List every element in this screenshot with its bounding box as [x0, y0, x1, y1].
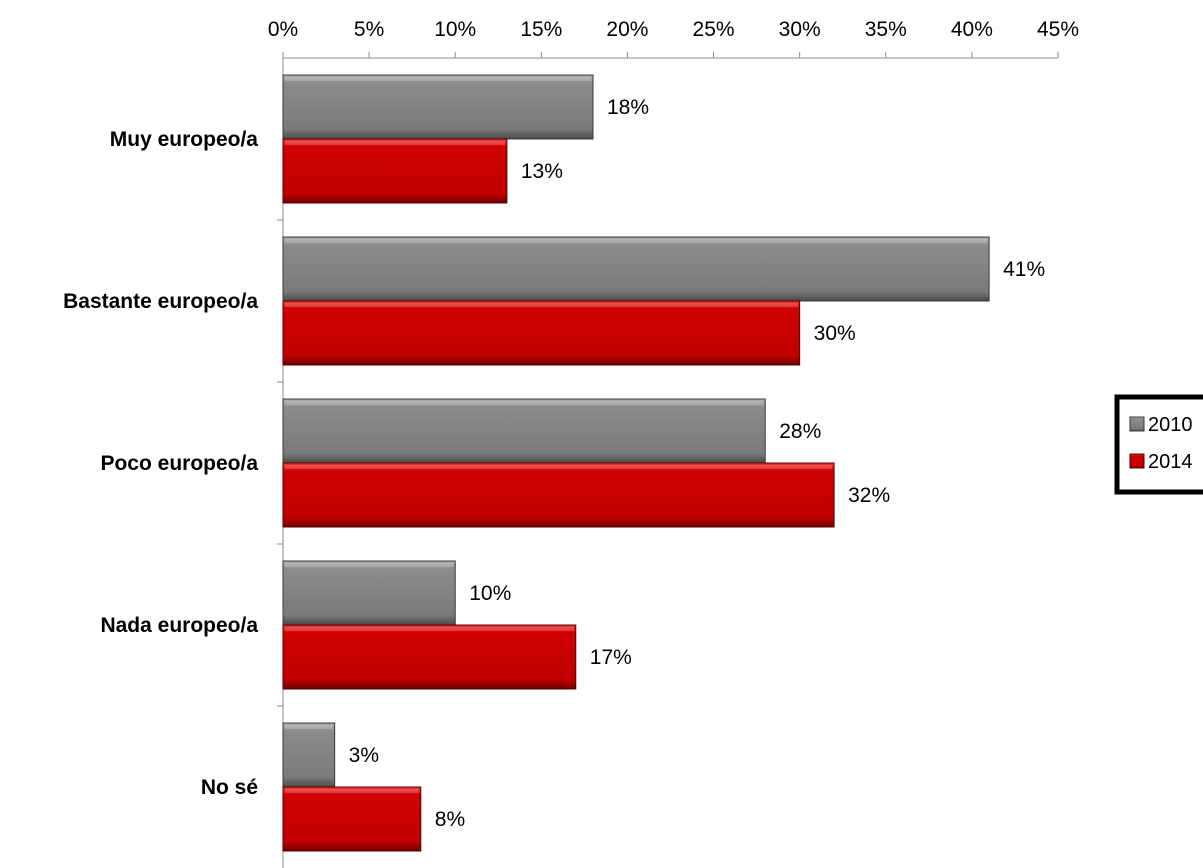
bar-2010 — [282, 398, 766, 464]
category-label: Muy europeo/a — [110, 128, 259, 151]
legend-swatch — [1129, 416, 1145, 432]
data-label: 30% — [814, 322, 856, 345]
legend-box — [1114, 394, 1203, 495]
x-tick-label: 5% — [354, 18, 384, 41]
data-label: 18% — [607, 96, 649, 119]
data-label: 10% — [469, 582, 511, 605]
data-label: 13% — [521, 160, 563, 183]
bar-2014 — [282, 138, 508, 204]
bar-bevel — [285, 303, 798, 307]
x-tick-label: 10% — [434, 18, 476, 41]
bars — [282, 74, 990, 852]
category-label: Bastante europeo/a — [63, 290, 258, 313]
bar-bevel — [285, 465, 833, 469]
bar-2010 — [282, 722, 336, 788]
x-tick-label: 40% — [951, 18, 993, 41]
data-label: 28% — [779, 420, 821, 443]
x-tick-label: 25% — [693, 18, 735, 41]
axes: 0% 5% 10% 15% 20% 25% 30% 35% 40% 45% Muy europeo/… — [63, 18, 1079, 868]
bar-2010 — [282, 74, 594, 140]
data-label: 32% — [848, 484, 890, 507]
bar-2014 — [282, 300, 801, 366]
data-label: 8% — [435, 808, 465, 831]
data-label: 17% — [590, 646, 632, 669]
x-tick-label: 35% — [865, 18, 907, 41]
category-label: No sé — [201, 776, 258, 799]
legend-label: 2014 — [1148, 451, 1193, 473]
x-tick-label: 20% — [606, 18, 648, 41]
bar-2014 — [282, 786, 422, 852]
legend-swatch — [1129, 453, 1145, 469]
bar-bevel — [285, 725, 333, 729]
bar-bevel — [285, 563, 454, 567]
bar-bevel — [285, 401, 764, 405]
x-tick-label: 0% — [268, 18, 298, 41]
bar-bevel — [285, 627, 574, 631]
legend: 2010 2014 — [1114, 394, 1203, 495]
category-label: Nada europeo/a — [100, 614, 258, 637]
legend-label: 2010 — [1148, 414, 1193, 436]
category-label: Poco europeo/a — [100, 452, 258, 475]
x-tick-label: 30% — [779, 18, 821, 41]
bar-bevel — [285, 141, 505, 145]
x-tick-label: 45% — [1037, 18, 1079, 41]
data-labels: 18% 13% 41% 30% 28% 32% 10% 17% 3% 8% — [349, 96, 1045, 831]
bar-2014 — [282, 462, 835, 528]
bar-2010 — [282, 236, 990, 302]
x-tick-label: 15% — [520, 18, 562, 41]
bar-bevel — [285, 77, 591, 81]
data-label: 41% — [1003, 258, 1045, 281]
bar-bevel — [285, 789, 419, 793]
bar-2010 — [282, 560, 456, 626]
data-label: 3% — [349, 744, 379, 767]
bar-2014 — [282, 624, 577, 690]
bar-bevel — [285, 239, 988, 243]
